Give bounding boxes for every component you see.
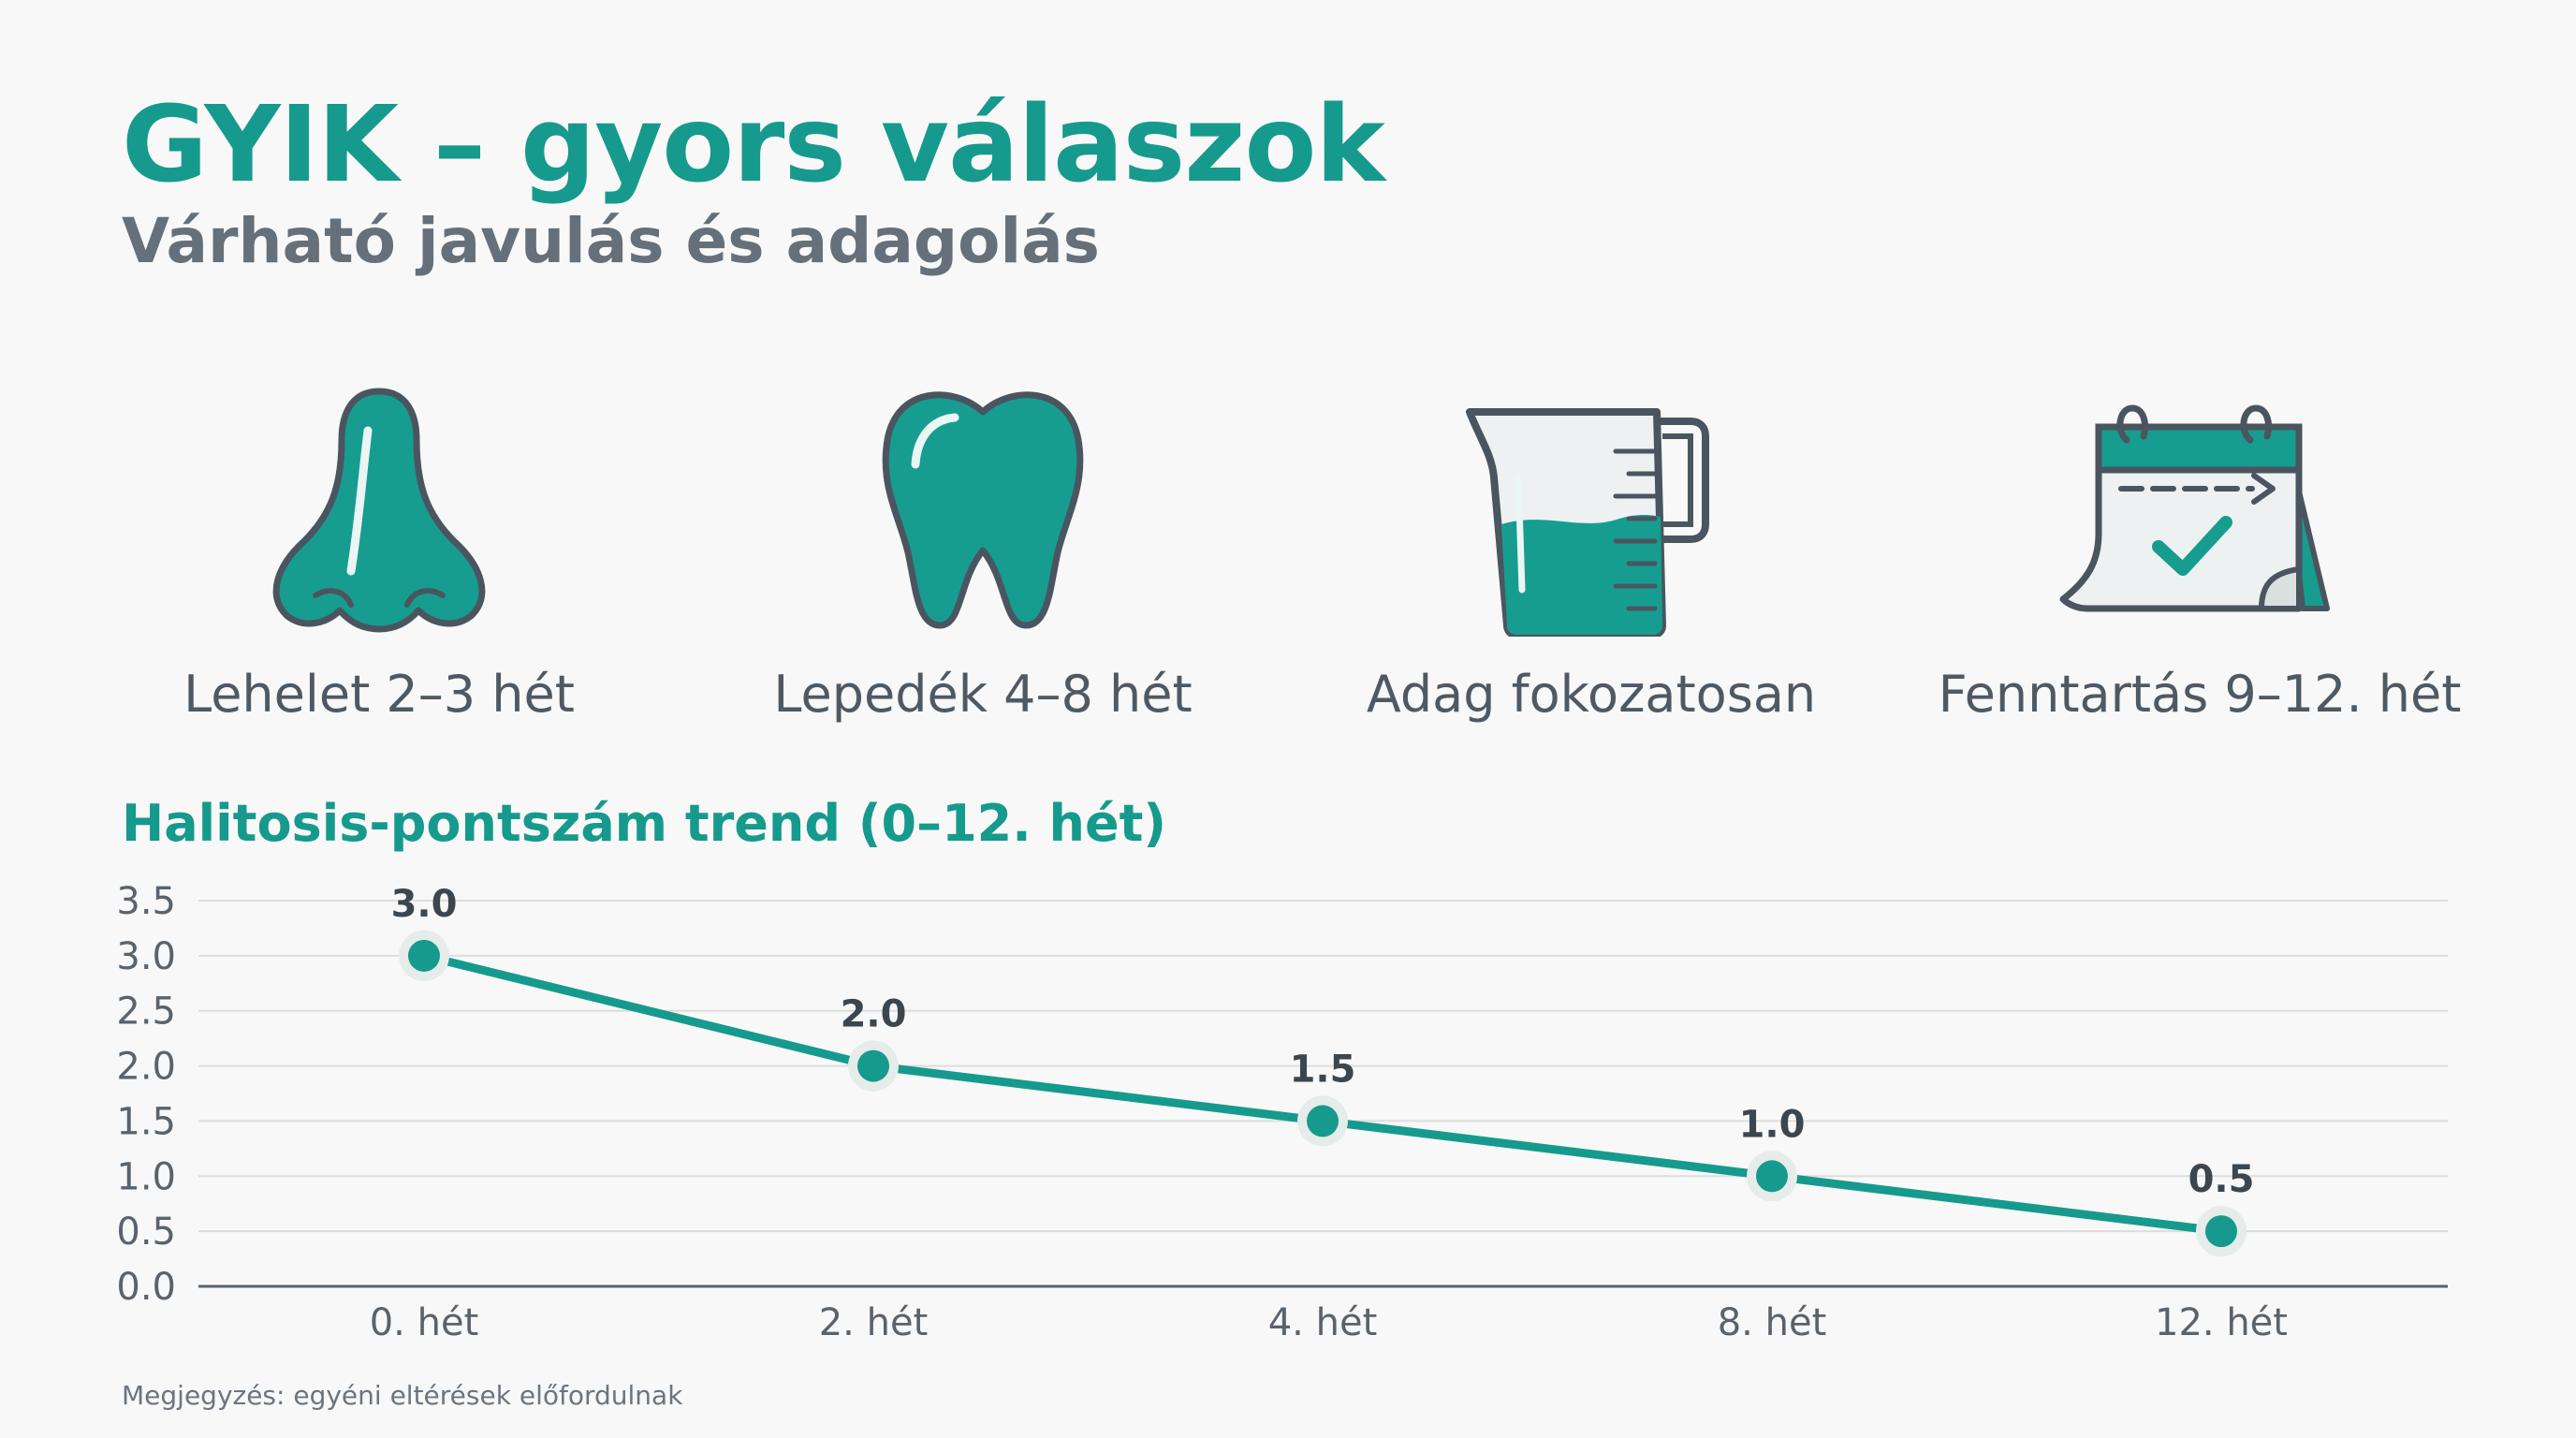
data-label: 0.5: [2188, 1158, 2255, 1201]
x-tick-label: 4. hét: [1268, 1301, 1378, 1344]
feature-plaque: Lepedék 4–8 hét: [665, 365, 1301, 724]
data-label: 1.0: [1739, 1103, 1806, 1146]
line-chart: 0.0 0.5 1.0 1.5 2.0 2.5 3.0 3.5 0. hét 2. hét 4. h…: [116, 880, 2448, 1344]
feature-label-maintenance: Fenntartás 9–12. hét: [1938, 665, 2462, 724]
y-tick-label: 1.5: [116, 1100, 176, 1143]
y-tick-label: 3.0: [116, 935, 176, 978]
data-label: 1.5: [1290, 1048, 1356, 1091]
feature-label-breath: Lehelet 2–3 hét: [183, 665, 575, 724]
y-tick-label: 3.5: [116, 880, 176, 923]
data-label: 3.0: [391, 883, 458, 926]
data-point: [2205, 1215, 2237, 1248]
footnote: Megjegyzés: egyéni eltérések előfordulna…: [122, 1380, 683, 1411]
feature-row: Lehelet 2–3 hét Lepedék 4–8 hét: [0, 365, 2576, 758]
y-tick-label: 2.5: [116, 990, 176, 1034]
feature-breath: Lehelet 2–3 hét: [61, 365, 697, 724]
y-tick-label: 0.0: [116, 1266, 176, 1309]
feature-label-dose: Adag fokozatosan: [1366, 665, 1817, 724]
x-tick-label: 0. hét: [370, 1301, 479, 1344]
data-point: [1307, 1105, 1339, 1137]
y-tick-label: 2.0: [116, 1046, 176, 1089]
page-subtitle: Várható javulás és adagolás: [122, 205, 1100, 277]
measuring-cup-icon: [1466, 408, 1709, 637]
x-tick-label: 12. hét: [2155, 1301, 2288, 1344]
calendar-check-icon: [2059, 404, 2330, 612]
feature-label-plaque: Lepedék 4–8 hét: [773, 665, 1193, 724]
data-point: [408, 939, 440, 972]
nose-icon: [272, 388, 486, 633]
page-title: GYIK – gyors válaszok: [122, 84, 1385, 206]
feature-dose: Adag fokozatosan: [1273, 365, 1910, 724]
y-tick-label: 0.5: [116, 1211, 176, 1254]
data-point: [1756, 1160, 1788, 1193]
chart-title: Halitosis-pontszám trend (0–12. hét): [122, 794, 1167, 853]
x-tick-label: 8. hét: [1718, 1301, 1827, 1344]
x-tick-label: 2. hét: [819, 1301, 929, 1344]
series-line: [419, 951, 2226, 1236]
y-tick-label: 1.0: [116, 1155, 176, 1198]
data-label: 2.0: [841, 993, 907, 1036]
tooth-icon: [882, 391, 1084, 629]
feature-maintenance: Fenntartás 9–12. hét: [1881, 365, 2518, 724]
data-point: [857, 1049, 889, 1082]
